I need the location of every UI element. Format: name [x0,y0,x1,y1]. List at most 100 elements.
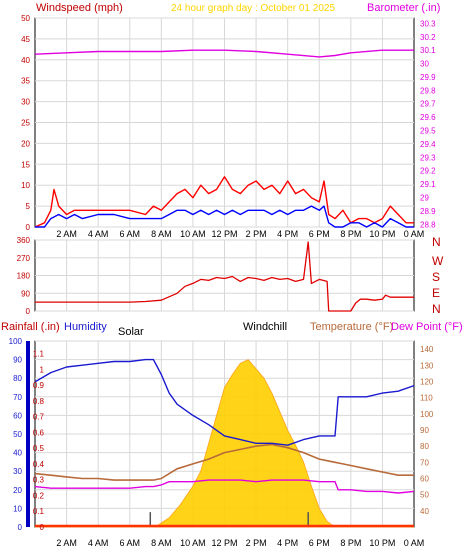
barometer-tick-label: 29.8 [420,86,436,95]
x-tick-label: 6 PM [309,229,330,239]
humidity-tick-label: 0 [18,523,23,532]
direction-tick-label: 90 [21,289,30,298]
humidity-tick-label: 10 [13,504,22,513]
barometer-tick-label: 28.8 [420,220,436,229]
temperature-tick-label: 140 [420,345,434,354]
barometer-tick-label: 28.9 [420,207,436,216]
humidity-tick-label: 70 [13,393,22,402]
rainfall-tick-label: 0.9 [33,381,45,390]
humidity-tick-label: 30 [13,467,22,476]
humidity-tick-label: 40 [13,449,22,458]
x-tick-label: 6 AM [119,538,140,548]
x-tick-label: 12 PM [211,229,237,239]
dew-point-label: Dew Point (°F) [391,321,462,333]
barometer-tick-label: 29.6 [420,113,436,122]
windchill-label: Windchill [243,321,287,333]
rainfall-tick-label: 0.7 [33,413,45,422]
windspeed-tick-label: 30 [21,98,30,107]
humidity-tick-label: 80 [13,374,22,383]
temperature-tick-label: 110 [420,394,433,403]
x-tick-label: 4 PM [277,229,298,239]
rainfall-tick-label: 1 [40,365,45,374]
humidity-line [34,358,415,446]
barometer-tick-label: 30.3 [420,19,436,28]
x-tick-label: 4 AM [88,229,109,239]
x-tick-label: 2 PM [246,538,267,548]
temperature-axis-label: Temperature (°F) [310,321,393,333]
direction-tick-label: 270 [17,254,31,263]
humidity-tick-label: 50 [13,430,22,439]
direction-tick-label: 360 [17,236,31,245]
tick-labels: 0510152025303540455028.828.92929.129.229… [9,14,444,548]
barometer-tick-label: 30.2 [420,33,436,42]
barometer-tick-label: 29.7 [420,100,436,109]
windspeed-tick-label: 20 [21,139,30,148]
x-tick-label: 10 AM [180,229,206,239]
barometer-tick-label: 29.1 [420,180,436,189]
humidity-tick-label: 60 [13,411,22,420]
x-tick-label: 10 AM [180,538,206,548]
humidity-axis-label: Humidity [64,321,107,333]
rainfall-tick-label: 0.8 [33,397,45,406]
barometer-tick-label: 30 [420,60,429,69]
temperature-tick-label: 70 [420,458,429,467]
x-tick-label: 12 PM [211,538,237,548]
windspeed-tick-label: 35 [21,77,30,86]
rainfall-tick-label: 0.3 [33,476,45,485]
x-tick-label: 8 AM [151,229,172,239]
rainfall-tick-label: 0.4 [33,460,45,469]
windspeed-tick-label: 5 [26,202,31,211]
direction-tick-label: 180 [17,272,31,281]
windspeed-tick-label: 10 [21,181,30,190]
wind-average-line [35,205,414,228]
temperature-line [34,443,414,481]
x-tick-label: 10 PM [369,538,395,548]
solar-area [35,359,414,528]
barometer-tick-label: 30.1 [420,46,436,55]
rainfall-tick-label: 0 [40,523,45,532]
barometer-tick-label: 29.9 [420,73,436,82]
temperature-tick-label: 120 [420,377,434,386]
windspeed-tick-label: 25 [21,119,30,128]
temperature-tick-label: 60 [420,474,429,483]
x-tick-label: 8 PM [340,229,361,239]
humidity-tick-label: 100 [9,337,23,346]
barometer-tick-label: 29.3 [420,153,436,162]
windspeed-tick-label: 45 [21,35,30,44]
barometer-line [34,49,414,58]
compass-label: S [432,270,440,284]
x-tick-label: 4 AM [88,538,109,548]
solar-label: Solar [118,326,144,338]
windspeed-tick-label: 40 [21,56,30,65]
rainfall-tick-label: 0.5 [33,444,45,453]
x-tick-label: 0 AM [404,538,425,548]
rainfall-tick-label: 0.1 [33,507,45,516]
x-tick-label: 2 PM [246,229,267,239]
wind-gust-line [34,176,414,228]
x-tick-label: 8 PM [340,538,361,548]
x-tick-label: 10 PM [369,229,395,239]
compass-label: W [432,254,444,268]
chart-title: 24 hour graph day : October 01 2025 [171,3,335,14]
windspeed-tick-label: 0 [26,223,31,232]
humidity-tick-label: 90 [13,356,22,365]
temperature-tick-label: 50 [420,491,429,500]
barometer-tick-label: 29.5 [420,127,436,136]
humidity-tick-label: 20 [13,486,22,495]
temperature-tick-label: 100 [420,410,434,419]
rainfall-axis-label: Rainfall (.in) [1,321,60,333]
windspeed-tick-label: 15 [21,160,30,169]
series-layer [34,49,415,528]
x-tick-label: 4 PM [277,538,298,548]
rainfall-scale-bar [26,341,30,527]
x-tick-label: 2 AM [56,229,77,239]
windspeed-tick-label: 50 [21,14,30,23]
wind-direction-line [35,241,414,312]
rainfall-tick-label: 0.6 [33,428,45,437]
compass-label: N [432,302,441,316]
compass-label: E [432,286,440,300]
dew-point-line [34,479,415,494]
rainfall-tick-label: 1.1 [33,350,45,359]
temperature-tick-label: 90 [420,426,429,435]
